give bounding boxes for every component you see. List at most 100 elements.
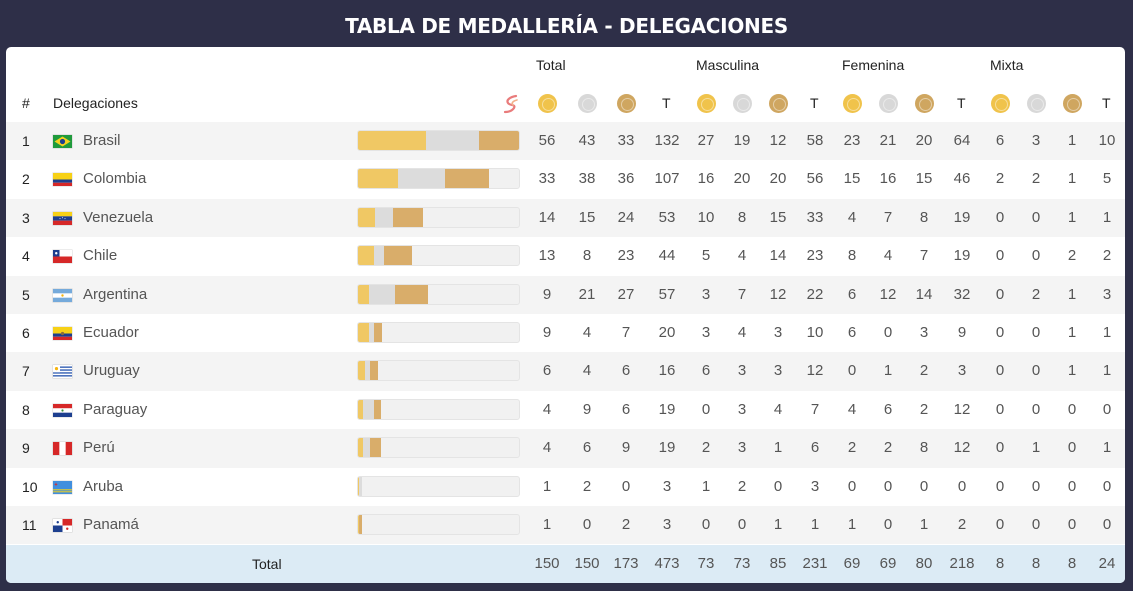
total-count-cell: 73 [697, 555, 715, 572]
medal-count-cell: 0 [883, 323, 893, 341]
medal-count-cell: 1 [883, 362, 893, 380]
gold-medal-icon[interactable] [537, 94, 557, 113]
total-count-cell: 8 [1067, 555, 1077, 572]
medal-count-cell: 6 [582, 439, 592, 457]
table-row[interactable]: 10 Aruba 1 2 0 3 1 2 0 3 0 0 0 0 0 0 0 0 [6, 468, 1125, 506]
group-header-femenina: Femenina [842, 57, 905, 73]
medal-count-cell: 20 [658, 323, 676, 341]
country-name[interactable]: Venezuela [83, 208, 154, 226]
gold-bar-segment [358, 131, 427, 150]
medal-count-cell: 9 [582, 400, 592, 418]
gold-medal-icon[interactable] [696, 94, 716, 113]
table-row[interactable]: 4 Chile 13 8 23 44 5 4 14 23 8 4 7 19 0 0 2 2 [6, 237, 1125, 275]
country-name[interactable]: Brasil [83, 132, 121, 149]
medal-count-cell: 0 [1067, 477, 1077, 495]
table-row[interactable]: 11 Panamá 1 0 2 3 0 0 1 1 1 0 1 2 0 0 0 0 [6, 505, 1125, 545]
medal-count-cell: 19 [733, 132, 751, 149]
table-row[interactable]: 6 Ecuador 9 4 7 20 3 4 3 10 6 0 3 9 0 0 1 1 [6, 314, 1125, 352]
medal-count-cell: 0 [995, 285, 1005, 303]
total-count-cell: 231 [802, 555, 828, 572]
silver-bar-segment [362, 438, 371, 458]
country-name[interactable]: Aruba [83, 477, 124, 495]
total-column-header[interactable]: T [957, 95, 966, 111]
country-name[interactable]: Chile [83, 247, 118, 265]
bronze-medal-icon[interactable] [914, 94, 934, 113]
gold-bar-segment [358, 476, 360, 496]
medal-count-cell: 0 [701, 515, 711, 533]
country-name[interactable]: Perú [83, 439, 115, 457]
table-row[interactable]: 9 Perú 4 6 9 19 2 3 1 6 2 2 8 12 0 1 0 1 [6, 429, 1125, 468]
rank-cell: 3 [22, 209, 30, 226]
medal-count-cell: 5 [1102, 170, 1112, 188]
silver-medal-icon[interactable] [1026, 94, 1046, 113]
medal-count-cell: 21 [879, 132, 897, 149]
total-column-header[interactable]: T [1102, 95, 1111, 111]
table-row[interactable]: 8 Paraguay 4 9 6 19 0 3 4 7 4 6 2 12 0 0 0 0 [6, 391, 1125, 429]
table-row[interactable]: 2 Colombia 33 38 36 107 16 20 20 56 15 16 15 46 2 2 1 5 [6, 160, 1125, 198]
rank-cell: 7 [22, 363, 30, 380]
gold-medal-icon[interactable] [990, 94, 1010, 113]
medal-count-cell: 43 [578, 132, 596, 149]
table-row[interactable]: 3 Venezuela 14 15 24 53 10 8 15 33 4 7 8 19 0 0 1 1 [6, 198, 1125, 238]
medal-count-cell: 8 [919, 439, 929, 457]
brazil-flag-icon [53, 135, 72, 148]
medal-count-cell: 27 [697, 132, 715, 149]
country-name[interactable]: Panamá [83, 515, 139, 533]
table-row[interactable]: 1 Brasil 56 43 33 132 27 19 12 58 23 21 20 64 6 3 1 10 [6, 122, 1125, 161]
rank-cell: 1 [22, 133, 30, 149]
bronze-bar-segment [393, 207, 423, 227]
medal-count-cell: 2 [1102, 247, 1112, 265]
silver-bar-segment [365, 361, 371, 381]
medal-count-cell: 33 [806, 208, 824, 226]
medal-distribution-bar [357, 283, 520, 305]
medal-count-cell: 12 [879, 285, 897, 303]
silver-medal-icon[interactable] [732, 94, 752, 113]
silver-medal-icon[interactable] [577, 94, 597, 113]
gold-medal-icon[interactable] [842, 94, 862, 113]
medal-count-cell: 1 [847, 515, 857, 533]
medal-count-cell: 7 [810, 400, 820, 418]
medal-distribution-bar [357, 513, 520, 535]
total-count-cell: 473 [654, 555, 680, 572]
medal-count-cell: 44 [658, 247, 676, 265]
medal-count-cell: 4 [542, 400, 552, 418]
medal-count-cell: 4 [847, 400, 857, 418]
delegations-header[interactable]: Delegaciones [53, 95, 138, 111]
medal-count-cell: 53 [658, 208, 676, 226]
medal-count-cell: 0 [1067, 400, 1077, 418]
medal-count-cell: 14 [769, 247, 787, 265]
medal-count-cell: 3 [1102, 285, 1112, 303]
country-name[interactable]: Ecuador [83, 323, 139, 341]
medal-count-cell: 0 [847, 477, 857, 495]
medal-count-cell: 38 [578, 170, 596, 188]
medal-count-cell: 1 [1067, 323, 1077, 341]
silver-medal-icon[interactable] [878, 94, 898, 113]
country-name[interactable]: Colombia [83, 170, 147, 188]
total-count-cell: 8 [1031, 555, 1041, 572]
medal-count-cell: 6 [995, 132, 1005, 149]
medal-count-cell: 20 [769, 170, 787, 188]
medal-count-cell: 24 [617, 208, 635, 226]
medal-count-cell: 1 [1067, 208, 1077, 226]
bronze-medal-icon[interactable] [1062, 94, 1082, 113]
silver-bar-segment [368, 322, 374, 342]
bronze-medal-icon[interactable] [616, 94, 636, 113]
medal-count-cell: 19 [658, 400, 676, 418]
bronze-medal-icon[interactable] [768, 94, 788, 113]
table-row[interactable]: 5 Argentina 9 21 27 57 3 7 12 22 6 12 14 32 0 2 1 3 [6, 275, 1125, 314]
table-row[interactable]: 7 Uruguay 6 4 6 16 6 3 3 12 0 1 2 3 0 0 1 1 [6, 352, 1125, 391]
medal-distribution-bar [357, 245, 520, 267]
table-body: 1 Brasil 56 43 33 132 27 19 12 58 23 21 20 64 6 3 1 10 2 Co… [6, 122, 1125, 545]
medal-count-cell: 3 [701, 323, 711, 341]
silver-bar-segment [375, 207, 394, 227]
medal-count-cell: 0 [701, 400, 711, 418]
medal-count-cell: 33 [617, 132, 635, 149]
medal-count-cell: 1 [773, 515, 783, 533]
medal-count-cell: 6 [542, 362, 552, 380]
country-name[interactable]: Paraguay [83, 400, 148, 418]
country-name[interactable]: Argentina [83, 285, 148, 303]
country-name[interactable]: Uruguay [83, 362, 140, 380]
total-column-header[interactable]: T [810, 95, 819, 111]
total-column-header[interactable]: T [662, 95, 671, 111]
medal-count-cell: 2 [1031, 285, 1041, 303]
